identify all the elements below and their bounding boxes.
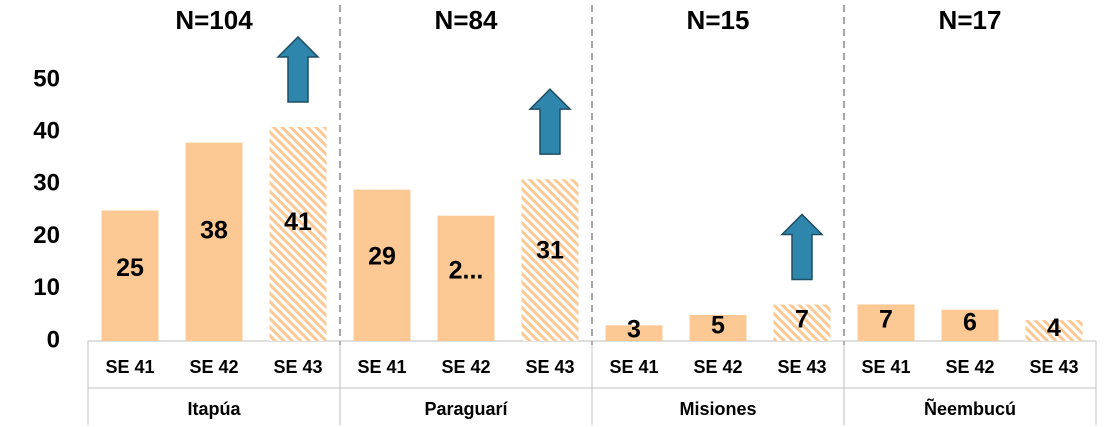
x-tick-label: SE 43 bbox=[777, 357, 826, 377]
bar bbox=[437, 215, 495, 341]
x-tick-label: SE 43 bbox=[525, 357, 574, 377]
bar bbox=[101, 210, 159, 341]
group-label: Ñeembucú bbox=[924, 398, 1016, 419]
bar bbox=[941, 309, 999, 341]
bar bbox=[521, 179, 579, 341]
x-tick-label: SE 42 bbox=[945, 357, 994, 377]
value-label: 38 bbox=[200, 217, 228, 245]
y-tick-label: 0 bbox=[47, 326, 60, 353]
bar bbox=[773, 304, 831, 341]
bar bbox=[857, 304, 915, 341]
x-tick-label: SE 41 bbox=[609, 357, 658, 377]
group-n-label: N=84 bbox=[435, 5, 498, 35]
value-label: 6 bbox=[963, 308, 977, 336]
y-tick-label: 20 bbox=[33, 222, 60, 249]
group-n-label: N=17 bbox=[939, 5, 1002, 35]
value-label: 7 bbox=[879, 306, 893, 334]
value-label: 3 bbox=[627, 316, 641, 344]
x-tick-label: SE 41 bbox=[357, 357, 406, 377]
group-n-label: N=15 bbox=[687, 5, 750, 35]
trend-arrow bbox=[276, 35, 320, 103]
y-tick-label: 40 bbox=[33, 118, 60, 145]
x-tick-label: SE 42 bbox=[189, 357, 238, 377]
bar bbox=[1025, 320, 1083, 341]
value-label: 41 bbox=[284, 208, 312, 236]
bar bbox=[353, 189, 411, 341]
value-label: 2... bbox=[449, 257, 484, 285]
y-tick-label: 50 bbox=[33, 65, 60, 92]
value-label: 7 bbox=[795, 306, 809, 334]
y-tick-label: 10 bbox=[33, 274, 60, 301]
value-label: 29 bbox=[368, 242, 396, 270]
value-label: 31 bbox=[536, 237, 564, 265]
group-label: Paraguarí bbox=[424, 399, 508, 419]
group-n-label: N=104 bbox=[175, 5, 253, 35]
group-label: Itapúa bbox=[187, 399, 241, 419]
x-tick-label: SE 43 bbox=[1029, 357, 1078, 377]
value-label: 25 bbox=[116, 254, 144, 282]
bar bbox=[689, 314, 747, 341]
bar bbox=[269, 126, 327, 341]
x-tick-label: SE 43 bbox=[273, 357, 322, 377]
y-tick-label: 30 bbox=[33, 170, 60, 197]
trend-arrow bbox=[528, 88, 572, 155]
value-label: 5 bbox=[711, 311, 725, 339]
bar bbox=[605, 325, 663, 341]
bar bbox=[185, 142, 243, 341]
x-tick-label: SE 42 bbox=[693, 357, 742, 377]
x-tick-label: SE 41 bbox=[105, 357, 154, 377]
x-tick-label: SE 41 bbox=[861, 357, 910, 377]
value-label: 4 bbox=[1047, 314, 1061, 342]
x-tick-label: SE 42 bbox=[441, 357, 490, 377]
group-label: Misiones bbox=[679, 399, 756, 419]
trend-arrow bbox=[780, 213, 824, 281]
